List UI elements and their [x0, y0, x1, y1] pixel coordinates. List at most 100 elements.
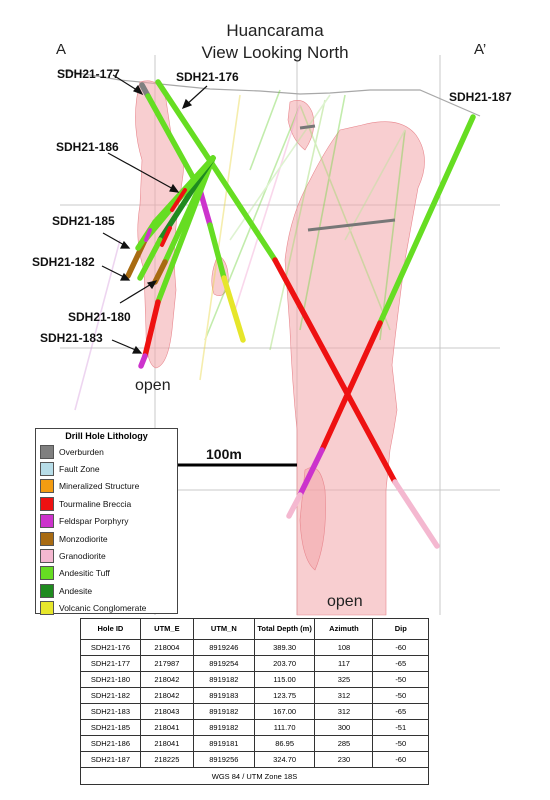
table-cell: 389.30 — [253, 639, 316, 656]
topographic-surface — [59, 69, 481, 117]
table-cell: 312 — [314, 703, 374, 720]
table-cell: 325 — [314, 671, 374, 688]
table-cell: 300 — [314, 719, 374, 736]
hole-label-183: SDH21-183 — [40, 331, 103, 345]
legend-item: Feldspar Porphyry — [40, 513, 173, 530]
table-cell: 312 — [314, 687, 374, 704]
legend-label: Andesitic Tuff — [59, 568, 110, 579]
legend-label: Mineralized Structure — [59, 481, 140, 492]
table-cell: 218043 — [139, 703, 194, 720]
table-cell: 217987 — [139, 655, 194, 672]
drill-hole-187-segment — [286, 492, 303, 519]
table-cell: SDH21-180 — [80, 671, 141, 688]
table-cell: 8919181 — [192, 735, 255, 752]
table-cell: -60 — [372, 639, 429, 656]
section-marker-left: A — [56, 41, 67, 58]
drill-hole-187-segment — [377, 114, 476, 326]
hole-label-177: SDH21-177 — [57, 67, 120, 81]
drill-hole-187-segment — [319, 320, 383, 453]
legend-item: Overburden — [40, 443, 173, 460]
legend-item: Volcanic Conglomerate — [40, 600, 173, 617]
table-cell: 230 — [314, 751, 374, 768]
drill-hole-176-segment — [155, 79, 206, 153]
open-label-left: open — [135, 377, 171, 394]
drill-hole-187-segment — [297, 447, 325, 498]
table-cell: 117 — [314, 655, 374, 672]
table-cell: 8919183 — [192, 687, 255, 704]
table-cell: 111.70 — [253, 719, 316, 736]
hole-label-186: SDH21-186 — [56, 140, 119, 154]
drill-hole-table: Hole ID UTM_E UTM_N Total Depth (m) Azim… — [80, 618, 429, 785]
table-row: SDH21-180 218042 8919182 115.00 325 -50 — [80, 671, 429, 688]
faint-drill-traces — [74, 89, 406, 411]
drill-hole-182-segment — [137, 237, 163, 281]
table-cell: SDH21-186 — [80, 735, 141, 752]
breccia-overprint — [144, 228, 152, 242]
section-marker-right: A’ — [474, 41, 487, 58]
table-cell: 218041 — [139, 719, 194, 736]
open-label-bottom: open — [327, 593, 363, 610]
table-footer-row: WGS 84 / UTM Zone 18S — [80, 767, 429, 785]
table-cell: 8919182 — [192, 703, 255, 720]
legend-label: Overburden — [59, 446, 104, 457]
label-leaders — [101, 74, 208, 354]
column-header: Azimuth — [314, 618, 374, 640]
legend-swatch — [40, 444, 54, 459]
table-cell: -50 — [372, 687, 429, 704]
table-cell: 167.00 — [253, 703, 316, 720]
drill-hole-183-segment — [138, 353, 148, 369]
table-cell: SDH21-176 — [80, 639, 141, 656]
legend-title: Drill Hole Lithology — [65, 431, 148, 441]
table-cell: 8919256 — [192, 751, 255, 768]
legend-label: Fault Zone — [59, 464, 100, 475]
table-cell: 218041 — [139, 735, 194, 752]
table-body: SDH21-176 218004 8919246 389.30 108 -60 SDH21-… — [80, 639, 429, 768]
table-row: SDH21-186 218041 8919181 86.95 285 -50 — [80, 735, 429, 752]
table-cell: 8919182 — [192, 671, 255, 688]
legend-item: Granodiorite — [40, 547, 173, 564]
legend-label: Feldspar Porphyry — [59, 516, 129, 527]
drill-hole-177-segment — [145, 93, 203, 193]
drill-hole-177-segment — [197, 187, 213, 228]
table-row: SDH21-182 218042 8919183 123.75 312 -50 — [80, 687, 429, 704]
legend-item: Tourmaline Breccia — [40, 495, 173, 512]
drill-hole-177-segment — [207, 222, 227, 281]
drill-hole-176-segment — [272, 257, 398, 485]
section-title-line1: Huancarama — [226, 21, 324, 40]
legend-label: Volcanic Conglomerate — [59, 603, 147, 614]
drill-holes — [125, 79, 476, 549]
legend-swatch — [40, 566, 54, 581]
table-cell: 86.95 — [253, 735, 316, 752]
table-cell: 218042 — [139, 671, 194, 688]
hole-label-187: SDH21-187 — [449, 90, 512, 104]
breccia-overprint — [170, 188, 187, 212]
drill-hole-176-segment — [200, 147, 278, 263]
hole-label-185: SDH21-185 — [52, 214, 115, 228]
table-cell: -50 — [372, 735, 429, 752]
column-header: UTM_E — [139, 618, 194, 640]
legend-item: Monzodiorite — [40, 530, 173, 547]
legend-swatch — [40, 601, 54, 616]
drill-hole-176-segment — [392, 479, 440, 549]
table-header-row: Hole ID UTM_E UTM_N Total Depth (m) Azim… — [80, 618, 429, 640]
table-row: SDH21-177 217987 8919254 203.70 117 -65 — [80, 655, 429, 672]
scale-label: 100m — [206, 446, 242, 462]
intrusive-body-lower — [299, 467, 326, 571]
legend-swatch — [40, 531, 54, 546]
legend-label: Granodiorite — [59, 551, 106, 562]
coordinate-system-note: WGS 84 / UTM Zone 18S — [80, 767, 429, 785]
table-cell: -60 — [372, 751, 429, 768]
legend-swatch — [40, 496, 54, 511]
legend-item: Fault Zone — [40, 460, 173, 477]
table-cell: -65 — [372, 655, 429, 672]
legend-items: Overburden Fault Zone Mineralized Structur… — [40, 443, 173, 617]
table-cell: -51 — [372, 719, 429, 736]
legend-item: Andesite — [40, 582, 173, 599]
table-cell: SDH21-187 — [80, 751, 141, 768]
table-cell: SDH21-185 — [80, 719, 141, 736]
table-cell: 115.00 — [253, 671, 316, 688]
table-cell: SDH21-182 — [80, 687, 141, 704]
legend-label: Tourmaline Breccia — [59, 498, 132, 509]
table-row: SDH21-185 218041 8919182 111.70 300 -51 — [80, 719, 429, 736]
section-title-line2: View Looking North — [201, 43, 349, 62]
